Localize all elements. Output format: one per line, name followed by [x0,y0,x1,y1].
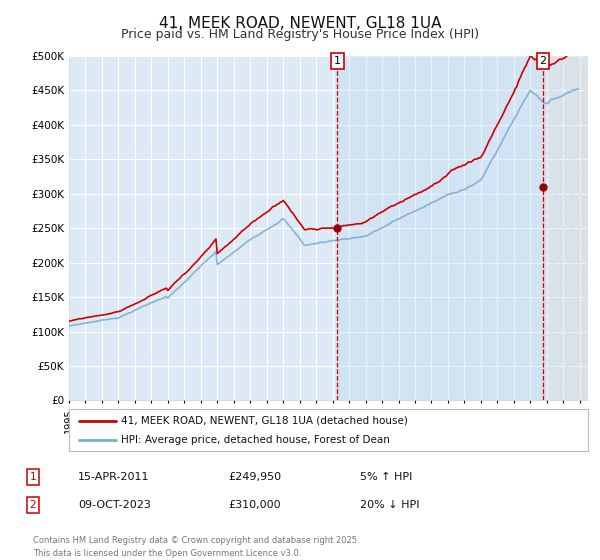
Text: 2: 2 [29,500,37,510]
Text: 20% ↓ HPI: 20% ↓ HPI [360,500,419,510]
Text: 15-APR-2011: 15-APR-2011 [78,472,149,482]
Text: 41, MEEK ROAD, NEWENT, GL18 1UA (detached house): 41, MEEK ROAD, NEWENT, GL18 1UA (detache… [121,416,408,426]
Text: Price paid vs. HM Land Registry's House Price Index (HPI): Price paid vs. HM Land Registry's House … [121,28,479,41]
Text: 1: 1 [334,56,341,66]
Text: 1: 1 [29,472,37,482]
Bar [543,56,588,400]
Text: 5% ↑ HPI: 5% ↑ HPI [360,472,412,482]
Text: 09-OCT-2023: 09-OCT-2023 [78,500,151,510]
Text: Contains HM Land Registry data © Crown copyright and database right 2025.: Contains HM Land Registry data © Crown c… [33,536,359,545]
Text: £249,950: £249,950 [228,472,281,482]
Text: 41, MEEK ROAD, NEWENT, GL18 1UA: 41, MEEK ROAD, NEWENT, GL18 1UA [159,16,441,31]
Text: £310,000: £310,000 [228,500,281,510]
Text: This data is licensed under the Open Government Licence v3.0.: This data is licensed under the Open Gov… [33,549,301,558]
Text: HPI: Average price, detached house, Forest of Dean: HPI: Average price, detached house, Fore… [121,435,390,445]
Bar [543,56,588,400]
Text: 2: 2 [539,56,547,66]
Bar [337,56,543,400]
